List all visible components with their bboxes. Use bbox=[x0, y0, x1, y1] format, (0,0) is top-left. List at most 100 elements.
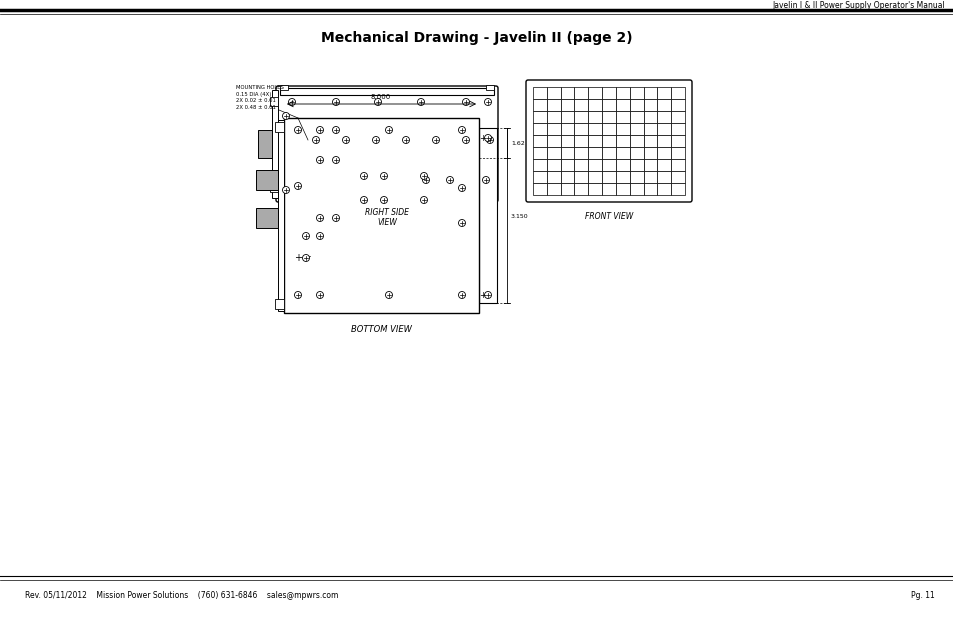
Bar bbox=[546, 87, 560, 99]
Circle shape bbox=[420, 172, 427, 179]
Bar bbox=[657, 87, 671, 99]
Bar bbox=[588, 171, 601, 183]
Circle shape bbox=[294, 127, 301, 133]
Text: 8.000: 8.000 bbox=[371, 94, 391, 100]
Bar bbox=[671, 87, 684, 99]
Bar bbox=[560, 171, 574, 183]
Bar bbox=[274, 122, 284, 132]
Text: Rev. 05/11/2012    Mission Power Solutions    (760) 631-6846    sales@mpwrs.com: Rev. 05/11/2012 Mission Power Solutions … bbox=[25, 591, 338, 601]
Bar bbox=[643, 171, 657, 183]
Bar bbox=[560, 183, 574, 195]
Bar bbox=[546, 159, 560, 171]
Circle shape bbox=[316, 232, 323, 240]
Bar bbox=[601, 147, 616, 159]
Bar bbox=[270, 183, 277, 192]
Bar bbox=[629, 111, 643, 123]
Bar bbox=[657, 171, 671, 183]
Bar bbox=[601, 87, 616, 99]
Circle shape bbox=[288, 98, 295, 106]
Bar bbox=[274, 299, 284, 309]
Bar bbox=[546, 183, 560, 195]
Circle shape bbox=[316, 214, 323, 221]
Circle shape bbox=[282, 187, 289, 193]
Bar bbox=[588, 123, 601, 135]
Circle shape bbox=[333, 156, 339, 164]
Text: ·: · bbox=[308, 252, 312, 265]
Circle shape bbox=[417, 98, 424, 106]
Bar bbox=[616, 171, 629, 183]
Circle shape bbox=[360, 172, 367, 179]
Bar bbox=[657, 183, 671, 195]
Text: Javelin I & II Power Supply Operator's Manual: Javelin I & II Power Supply Operator's M… bbox=[771, 1, 944, 9]
Bar bbox=[272, 90, 277, 198]
Bar bbox=[284, 118, 478, 313]
Bar bbox=[657, 135, 671, 147]
Bar bbox=[546, 123, 560, 135]
Bar bbox=[574, 183, 588, 195]
Bar bbox=[629, 135, 643, 147]
Bar bbox=[643, 183, 657, 195]
Text: BOTTOM VIEW: BOTTOM VIEW bbox=[350, 324, 411, 334]
Bar bbox=[643, 111, 657, 123]
Text: +: + bbox=[294, 253, 302, 263]
Circle shape bbox=[402, 137, 409, 143]
Bar bbox=[616, 123, 629, 135]
Bar bbox=[643, 123, 657, 135]
Bar bbox=[629, 171, 643, 183]
Bar bbox=[560, 123, 574, 135]
Bar bbox=[560, 147, 574, 159]
Bar bbox=[671, 183, 684, 195]
Bar bbox=[574, 111, 588, 123]
Bar bbox=[560, 111, 574, 123]
Bar bbox=[601, 159, 616, 171]
Circle shape bbox=[294, 182, 301, 190]
Circle shape bbox=[458, 127, 465, 133]
Bar bbox=[280, 88, 494, 95]
Text: RIGHT SIDE: RIGHT SIDE bbox=[365, 208, 409, 216]
Text: 3.150: 3.150 bbox=[511, 213, 528, 219]
Bar bbox=[601, 135, 616, 147]
Circle shape bbox=[380, 197, 387, 203]
Bar bbox=[601, 111, 616, 123]
Bar bbox=[574, 159, 588, 171]
Circle shape bbox=[302, 232, 309, 240]
Bar bbox=[533, 159, 546, 171]
Text: 1.62: 1.62 bbox=[511, 140, 524, 145]
Bar bbox=[533, 99, 546, 111]
Bar bbox=[616, 183, 629, 195]
Circle shape bbox=[380, 172, 387, 179]
Bar bbox=[671, 135, 684, 147]
Bar bbox=[671, 111, 684, 123]
Bar bbox=[629, 99, 643, 111]
Bar bbox=[280, 85, 288, 90]
Bar bbox=[671, 147, 684, 159]
Circle shape bbox=[462, 137, 469, 143]
Circle shape bbox=[458, 185, 465, 192]
Bar bbox=[671, 123, 684, 135]
Bar bbox=[643, 135, 657, 147]
Circle shape bbox=[420, 197, 427, 203]
Bar bbox=[546, 147, 560, 159]
Bar bbox=[588, 135, 601, 147]
Bar bbox=[478, 128, 497, 303]
Bar bbox=[533, 171, 546, 183]
Bar bbox=[616, 135, 629, 147]
Bar bbox=[546, 135, 560, 147]
Bar bbox=[643, 99, 657, 111]
Bar bbox=[657, 99, 671, 111]
Circle shape bbox=[385, 127, 392, 133]
Text: +: + bbox=[479, 133, 486, 143]
Bar bbox=[277, 120, 284, 311]
Circle shape bbox=[432, 137, 439, 143]
Circle shape bbox=[484, 292, 491, 298]
Bar bbox=[560, 159, 574, 171]
Circle shape bbox=[333, 127, 339, 133]
Circle shape bbox=[486, 137, 493, 143]
Circle shape bbox=[385, 292, 392, 298]
Bar bbox=[574, 123, 588, 135]
Bar bbox=[533, 135, 546, 147]
Bar bbox=[629, 159, 643, 171]
Bar bbox=[574, 99, 588, 111]
Bar bbox=[485, 85, 494, 90]
Text: Mechanical Drawing - Javelin II (page 2): Mechanical Drawing - Javelin II (page 2) bbox=[321, 31, 632, 45]
